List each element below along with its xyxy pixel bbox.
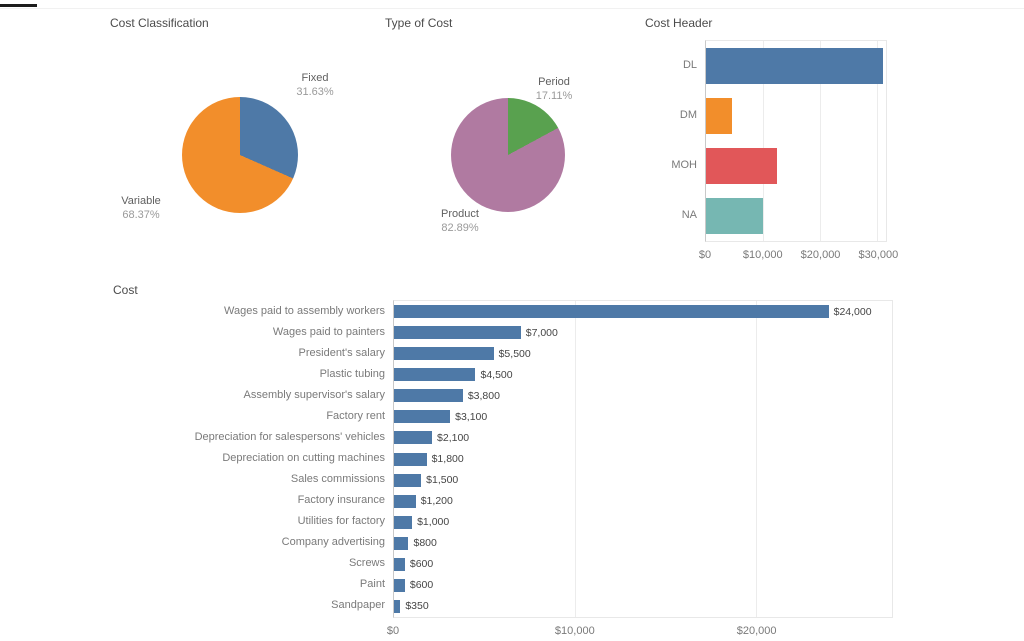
pie-slice-pct: 68.37% (122, 209, 160, 221)
category-label: Paint (359, 578, 385, 591)
category-label: Screws (348, 557, 385, 570)
bar[interactable] (394, 305, 829, 319)
value-label: $800 (413, 537, 437, 550)
bar[interactable] (394, 452, 427, 466)
cost-x-axis: $0 $10,000 $20,000 (387, 618, 893, 641)
bar[interactable] (394, 431, 433, 445)
pie-label-variable: Variable 68.37% (111, 194, 171, 222)
category-label: Factory rent (326, 409, 385, 422)
pie-label-product: Product 82.89% (429, 207, 491, 235)
category-label: NA (681, 209, 697, 221)
pie-slice-name: Period (538, 76, 570, 88)
chart-title-type-of-cost: Type of Cost (385, 16, 453, 30)
gridline (820, 41, 822, 241)
bar[interactable] (394, 347, 494, 361)
value-label: $600 (409, 579, 434, 592)
cost-header-chart: DL DM MOH NA $0 $10,000 $20,000 $30,000 (630, 40, 898, 261)
cost-classification-pie[interactable] (182, 97, 298, 213)
bar[interactable] (394, 389, 463, 403)
value-label: $350 (405, 600, 429, 613)
pie-label-fixed: Fixed 31.63% (285, 71, 345, 99)
axis-tick-label: $20,000 (800, 249, 841, 261)
cost-header-plot-area (705, 40, 887, 242)
bar[interactable] (394, 536, 409, 550)
category-label: DM (679, 109, 697, 121)
bar[interactable] (706, 48, 884, 84)
bar[interactable] (706, 148, 778, 184)
bar[interactable] (394, 410, 451, 424)
divider (0, 8, 1024, 9)
cost-plot-area: $24,000 $7,000 $5,500 $4,500 $3,800 $3,100 $2,… (393, 300, 893, 618)
category-label: Depreciation on cutting machines (222, 452, 385, 464)
value-label: $600 (409, 558, 434, 571)
window-edge-mark (0, 4, 37, 7)
category-label: MOH (671, 159, 697, 171)
axis-tick-label: $0 (698, 249, 712, 261)
type-of-cost-pie[interactable] (451, 98, 565, 212)
axis-tick-label: $20,000 (736, 625, 777, 637)
category-label: Sales commissions (290, 473, 385, 486)
value-label: $1,500 (426, 474, 459, 487)
value-label: $5,500 (498, 347, 531, 360)
chart-title-cost: Cost (113, 283, 138, 297)
chart-title-cost-classification: Cost Classification (110, 16, 209, 30)
bar[interactable] (394, 473, 422, 487)
axis-tick-label: $10,000 (742, 249, 783, 261)
cost-header-x-axis: $0 $10,000 $20,000 $30,000 (699, 242, 898, 266)
cost-chart: Wages paid to assembly workers Wages paid… (148, 300, 893, 637)
gridline (763, 41, 765, 241)
bar[interactable] (394, 368, 476, 382)
category-label: President's salary (298, 346, 385, 359)
category-label: Plastic tubing (319, 367, 385, 380)
pie-slice-name: Product (441, 208, 479, 220)
gridline (877, 41, 879, 241)
axis-tick-label: $10,000 (554, 625, 595, 637)
pie-slice-pct: 82.89% (441, 222, 479, 234)
category-label: Factory insurance (297, 494, 385, 507)
value-label: $24,000 (833, 305, 872, 318)
category-label: Company advertising (281, 536, 385, 549)
value-label: $3,100 (455, 410, 488, 423)
value-label: $7,000 (525, 326, 558, 339)
category-label: Utilities for factory (297, 515, 385, 528)
bar[interactable] (394, 515, 413, 529)
cost-header-category-labels: DL DM MOH NA (630, 40, 705, 242)
value-label: $1,800 (431, 453, 464, 465)
value-label: $1,000 (417, 516, 450, 529)
pie-slice-pct: 17.11% (535, 90, 573, 102)
axis-tick-label: $30,000 (858, 249, 899, 261)
gridline (756, 301, 758, 617)
pie-slice-name: Variable (121, 195, 161, 207)
bar[interactable] (394, 578, 405, 592)
gridline (575, 301, 577, 617)
category-label: Depreciation for salespersons' vehicles (194, 430, 385, 443)
value-label: $4,500 (480, 368, 513, 381)
cost-category-labels: Wages paid to assembly workers Wages paid… (148, 300, 393, 618)
pie-slice-name: Fixed (301, 72, 329, 84)
pie-slice-pct: 31.63% (296, 86, 334, 98)
value-label: $2,100 (437, 431, 470, 444)
bar[interactable] (394, 326, 521, 340)
value-label: $1,200 (420, 495, 453, 508)
bar[interactable] (394, 494, 416, 508)
category-label: Wages paid to assembly workers (224, 304, 385, 317)
value-label: $3,800 (467, 389, 500, 402)
bar[interactable] (706, 98, 732, 134)
category-label: DL (682, 59, 697, 71)
bar[interactable] (394, 557, 405, 571)
category-label: Wages paid to painters (272, 325, 385, 338)
chart-title-cost-header: Cost Header (645, 16, 713, 30)
category-label: Sandpaper (331, 599, 385, 612)
axis-tick-label: $0 (386, 625, 400, 637)
bar[interactable] (394, 599, 401, 613)
pie-label-period: Period 17.11% (523, 75, 585, 103)
category-label: Assembly supervisor's salary (243, 388, 385, 401)
bar[interactable] (706, 198, 763, 234)
